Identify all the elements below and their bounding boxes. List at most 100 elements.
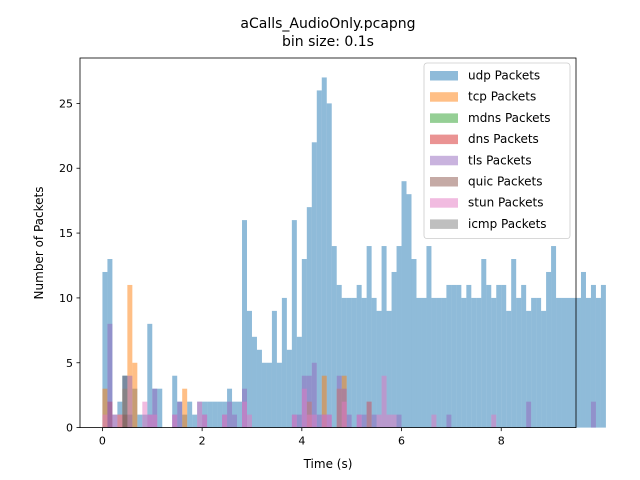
x-axis-ticks: 0 2 4 6 8: [99, 427, 505, 448]
histogram-bar: [486, 284, 492, 428]
histogram-bar: [501, 284, 507, 428]
histogram-bar: [431, 297, 437, 428]
series-5: [122, 414, 128, 428]
x-axis-label: Time (s): [303, 457, 353, 471]
histogram-bar: [371, 414, 377, 428]
histogram-bar: [187, 401, 193, 428]
histogram-bar: [306, 207, 312, 428]
histogram-bar: [152, 414, 158, 428]
chart-title: aCalls_AudioOnly.pcapng: [240, 16, 415, 32]
histogram-bar: [361, 297, 367, 428]
histogram-bar: [346, 297, 352, 428]
histogram-bar: [585, 297, 591, 428]
histogram-bar: [366, 401, 372, 428]
legend-box: [423, 62, 571, 240]
histogram-bar: [296, 336, 302, 428]
histogram-bar: [471, 297, 477, 428]
histogram-bar: [566, 297, 572, 428]
histogram-bar: [276, 362, 282, 428]
histogram-bar: [341, 401, 347, 428]
series-6: [102, 375, 497, 428]
histogram-bar: [386, 310, 392, 428]
histogram-bar: [326, 414, 332, 428]
legend-swatch: [430, 92, 458, 102]
histogram-bar: [232, 414, 238, 428]
histogram-bar: [536, 297, 542, 428]
y-tick-label: 25: [59, 97, 73, 110]
histogram-bar: [576, 297, 581, 428]
histogram-bar: [127, 375, 133, 428]
histogram-bar: [441, 297, 447, 428]
x-tick-label: 8: [498, 435, 505, 448]
histogram-bar: [122, 375, 128, 428]
histogram-bar: [132, 362, 138, 428]
histogram-bar: [600, 284, 606, 428]
histogram-bar: [127, 284, 133, 428]
histogram-bar: [436, 297, 442, 428]
histogram-bar: [506, 310, 512, 428]
histogram-bar: [117, 414, 123, 428]
histogram-bar: [561, 297, 567, 428]
x-tick-label: 2: [199, 435, 206, 448]
histogram-bar: [316, 414, 322, 428]
histogram-bar: [316, 90, 322, 428]
histogram-bar: [590, 401, 596, 428]
histogram-bar: [391, 414, 397, 428]
histogram-bar: [311, 142, 317, 428]
histogram-bar: [456, 284, 462, 428]
histogram-bar: [551, 246, 557, 428]
histogram-bar: [571, 297, 576, 428]
histogram-bar: [351, 297, 357, 428]
histogram-bar: [446, 414, 452, 428]
histogram-bar: [177, 401, 183, 428]
histogram-bar: [386, 414, 392, 428]
x-tick-label: 6: [398, 435, 405, 448]
bar-layer: [102, 77, 606, 428]
histogram-bar: [172, 375, 178, 428]
histogram-bar: [526, 310, 532, 428]
histogram-bar: [361, 414, 367, 428]
histogram-bar: [356, 284, 362, 428]
histogram-bar: [346, 414, 352, 428]
histogram-bar: [546, 271, 552, 428]
legend-label: tcp Packets: [468, 90, 536, 104]
histogram-bar: [321, 77, 327, 428]
histogram-bar: [197, 401, 203, 428]
histogram-bar: [526, 401, 532, 428]
histogram-bar: [511, 259, 517, 428]
histogram-bar: [271, 310, 277, 428]
chart-subtitle: bin size: 0.1s: [282, 34, 374, 50]
histogram-bar: [122, 414, 128, 428]
histogram-bar: [371, 297, 377, 428]
histogram-bar: [556, 297, 562, 428]
histogram-bar: [222, 401, 228, 428]
histogram-bar: [311, 414, 317, 428]
histogram-bar: [376, 414, 382, 428]
histogram-bar: [107, 323, 113, 428]
histogram-bar: [237, 401, 243, 428]
histogram-bar: [251, 336, 257, 428]
histogram-bar: [266, 362, 272, 428]
plot-frame: [79, 57, 577, 429]
y-axis-label: Number of Packets: [32, 187, 46, 300]
histogram-bar: [481, 259, 487, 428]
histogram-bar: [446, 284, 452, 428]
histogram-bar: [336, 375, 342, 428]
histogram-bar: [356, 414, 362, 428]
histogram-bar: [212, 401, 218, 428]
histogram-bar: [336, 284, 342, 428]
histogram-bar: [137, 414, 143, 428]
histogram-bar: [291, 414, 297, 428]
histogram-bar: [321, 414, 327, 428]
histogram-bar: [182, 388, 188, 428]
histogram-bar: [541, 310, 547, 428]
histogram-bar: [152, 388, 158, 428]
histogram-bar: [102, 271, 108, 428]
histogram-bar: [381, 375, 387, 428]
y-tick-label: 20: [59, 162, 73, 175]
histogram-bar: [476, 297, 482, 428]
histogram-bar: [232, 401, 238, 428]
histogram-bar: [311, 362, 317, 428]
histogram-bar: [172, 414, 178, 428]
